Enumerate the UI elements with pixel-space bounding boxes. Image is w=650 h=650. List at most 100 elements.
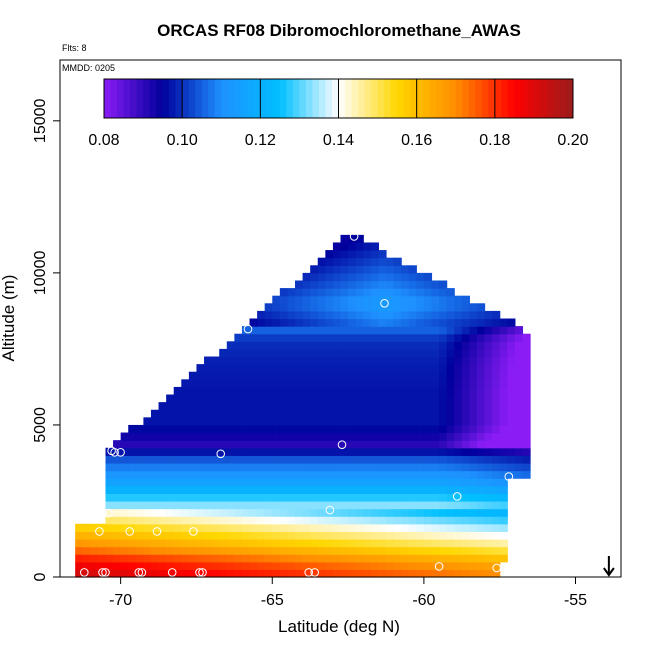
field-cell — [499, 333, 508, 342]
colorbar-segment — [527, 79, 535, 118]
sample-point — [80, 568, 89, 577]
field-cell — [310, 531, 319, 540]
field-cell — [332, 516, 342, 525]
field-cell — [446, 379, 455, 388]
field-cell — [249, 386, 258, 396]
field-cell — [431, 348, 440, 358]
field-cell — [355, 417, 364, 426]
field-cell — [393, 303, 402, 312]
field-cell — [469, 394, 478, 403]
colorbar-segment — [253, 79, 261, 118]
field-cell — [219, 455, 228, 464]
field-cell — [135, 554, 144, 563]
field-cell — [507, 379, 516, 388]
field-cell — [279, 470, 289, 479]
field-cell — [310, 478, 319, 487]
field-cell — [113, 493, 122, 502]
field-cell — [310, 386, 319, 396]
field-cell — [150, 462, 160, 472]
field-cell — [295, 280, 304, 289]
field-cell — [355, 493, 364, 502]
field-cell — [416, 386, 425, 396]
field-cell — [355, 409, 364, 418]
field-cell — [143, 432, 152, 441]
field-cell — [332, 280, 342, 289]
field-cell — [204, 356, 213, 365]
field-cell — [416, 508, 425, 517]
field-cell — [416, 356, 425, 365]
field-cell — [461, 341, 470, 350]
field-cell — [499, 417, 508, 426]
colorbar-segment — [429, 79, 437, 118]
field-cell — [181, 447, 190, 456]
field-cell — [249, 326, 258, 335]
field-cell — [332, 364, 342, 373]
field-cell — [522, 409, 531, 418]
field-cell — [188, 546, 198, 555]
field-cell — [279, 318, 289, 327]
field-cell — [431, 326, 440, 335]
sample-point — [492, 563, 502, 573]
field-cell — [416, 303, 425, 312]
field-cell — [272, 394, 281, 403]
field-cell — [135, 447, 144, 456]
field-cell — [317, 303, 326, 312]
field-cell — [241, 394, 251, 403]
field-cell — [287, 424, 296, 434]
field-cell — [166, 561, 175, 570]
field-cell — [423, 326, 433, 335]
field-cell — [393, 470, 402, 479]
field-cell — [476, 310, 486, 320]
field-cell — [310, 341, 319, 350]
field-cell — [241, 500, 251, 510]
field-cell — [370, 364, 379, 373]
field-cell — [295, 470, 304, 479]
field-cell — [340, 508, 349, 517]
field-cell — [340, 295, 349, 304]
field-cell — [423, 432, 433, 441]
field-cell — [454, 508, 463, 517]
field-cell — [522, 348, 531, 358]
field-cell — [181, 402, 190, 411]
field-cell — [499, 485, 508, 494]
field-cell — [423, 386, 433, 396]
field-cell — [143, 523, 152, 532]
field-cell — [348, 455, 357, 464]
field-cell — [340, 569, 349, 578]
field-cell — [423, 455, 433, 464]
field-cell — [166, 478, 175, 487]
field-cell — [393, 280, 402, 289]
field-cell — [158, 554, 167, 563]
field-cell — [295, 288, 304, 297]
field-cell — [249, 379, 258, 388]
field-cell — [355, 432, 364, 441]
field-cell — [355, 364, 364, 373]
field-cell — [241, 409, 251, 418]
field-cell — [234, 554, 243, 563]
field-cell — [348, 447, 357, 456]
field-cell — [348, 310, 357, 320]
field-cell — [431, 295, 440, 304]
field-cell — [249, 424, 258, 434]
field-cell — [295, 394, 304, 403]
field-cell — [188, 409, 198, 418]
field-cell — [378, 523, 387, 532]
field-cell — [332, 424, 342, 434]
field-cell — [522, 440, 531, 449]
field-cell — [143, 485, 152, 494]
field-cell — [120, 455, 129, 464]
field-cell — [363, 348, 372, 358]
colorbar-segment — [410, 79, 418, 118]
field-cell — [423, 538, 433, 548]
field-cell — [401, 341, 410, 350]
field-cell — [279, 493, 289, 502]
field-cell — [461, 356, 470, 365]
field-cell — [454, 295, 463, 304]
field-cell — [295, 447, 304, 456]
field-cell — [279, 303, 289, 312]
field-cell — [431, 364, 440, 373]
field-cell — [431, 424, 440, 434]
field-cell — [393, 440, 402, 449]
colorbar-segment — [208, 79, 216, 118]
field-cell — [378, 561, 387, 570]
